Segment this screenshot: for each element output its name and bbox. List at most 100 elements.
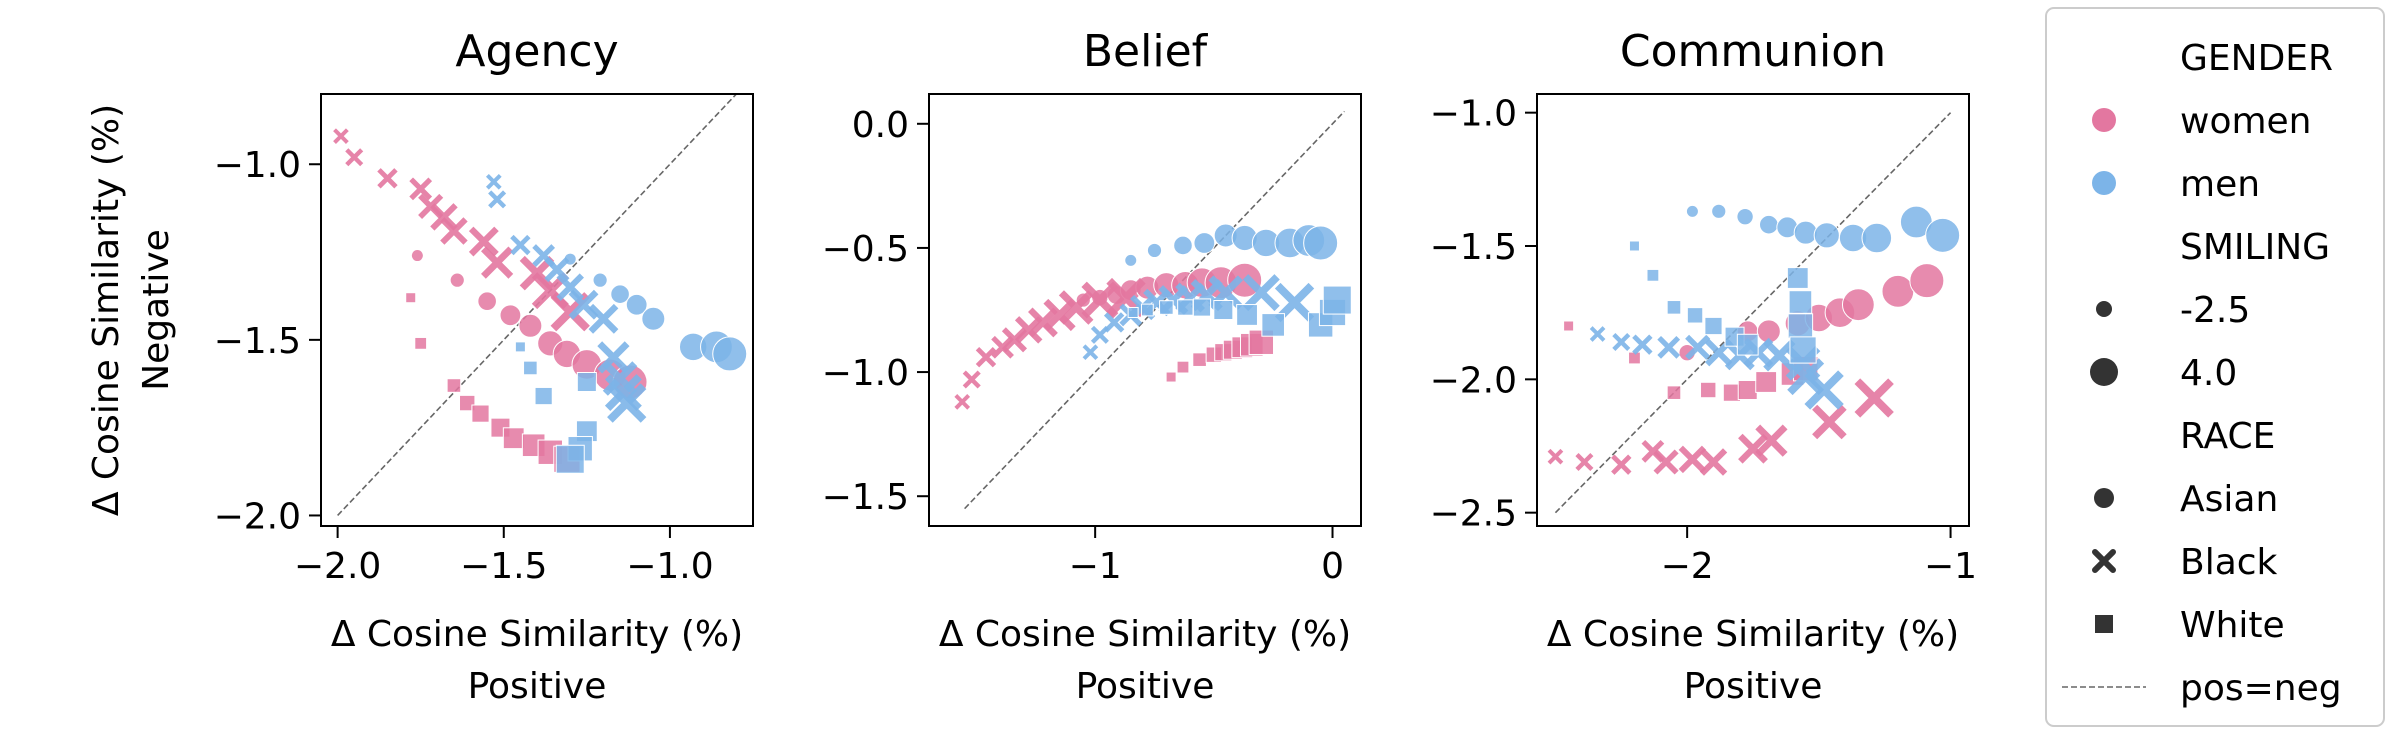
point-agency-men-asian-4 [641, 306, 666, 331]
point-agency-men-asian-7 [712, 336, 748, 372]
point-agency-men-black-4 [544, 257, 570, 283]
point-belief-women-black-5 [1014, 316, 1043, 344]
legend-asian-label: Asian [2180, 479, 2278, 520]
point-belief-men-white-6 [1236, 304, 1258, 326]
legend-women-label: women [2180, 101, 2312, 142]
point-agency-men-asian-3 [625, 293, 648, 316]
point-agency-women-asian-0 [410, 249, 424, 263]
point-communion-women-black-8 [1755, 424, 1788, 457]
point-communion-men-asian-0 [1685, 204, 1699, 218]
point-communion-men-black-11 [1804, 370, 1844, 410]
point-agency-men-black-2 [510, 234, 531, 256]
point-communion-men-black-8 [1763, 339, 1796, 372]
point-agency-men-black-11 [607, 383, 647, 423]
point-communion-women-black-9 [1812, 404, 1847, 440]
point-agency-women-white-2 [446, 378, 462, 393]
point-agency-women-white-6 [502, 427, 525, 450]
point-communion-women-black-6 [1699, 448, 1728, 476]
point-communion-men-white-4 [1704, 316, 1723, 336]
title-agency: Agency [455, 26, 618, 77]
point-agency-women-black-1 [345, 148, 364, 167]
legend-race-title: RACE [2180, 416, 2275, 457]
legend-men-marker [2092, 171, 2116, 195]
xtick-label-communion-0: −2 [1661, 546, 1714, 587]
point-communion-women-black-10 [1854, 378, 1894, 418]
xlabel-belief-line1: Δ Cosine Similarity (%) [939, 614, 1351, 655]
point-communion-men-asian-1 [1711, 203, 1727, 219]
panel-agency: −2.0 −1.5 −1.0 −2.0 −1.5 −1.0 Agency Δ Cosine… [86, 26, 754, 707]
point-communion-men-asian-3 [1759, 214, 1779, 235]
point-communion-men-black-3 [1657, 335, 1681, 359]
legend-gender-title: GENDER [2180, 38, 2333, 79]
point-communion-women-asian-8 [1909, 263, 1945, 299]
point-belief-women-white-2 [1192, 352, 1207, 367]
legend-asian-marker [2094, 488, 2114, 508]
point-agency-men-black-1 [488, 190, 507, 209]
point-belief-men-white-3 [1177, 299, 1194, 316]
title-belief: Belief [1083, 26, 1209, 77]
ytick-label-communion-0: −2.5 [1430, 494, 1517, 535]
axes-frame-communion [1536, 93, 1970, 527]
point-agency-women-black-6 [440, 217, 468, 245]
point-communion-women-black-5 [1678, 445, 1707, 474]
point-agency-men-asian-2 [610, 284, 630, 304]
ytick-label-communion-1: −2.0 [1430, 360, 1517, 401]
point-communion-men-asian-2 [1736, 207, 1754, 226]
point-communion-women-white-3 [1700, 381, 1717, 399]
point-belief-women-white-1 [1176, 360, 1190, 374]
point-communion-men-black-4 [1685, 334, 1711, 360]
point-belief-men-black-0 [1082, 344, 1099, 361]
legend-frame [2045, 7, 2385, 727]
point-belief-men-white-5 [1213, 300, 1234, 320]
point-communion-men-white-9 [1787, 313, 1814, 339]
xtick-label-belief-1: 0 [1321, 546, 1344, 587]
plot-area-agency [321, 94, 753, 526]
xtick-label-agency-0: −2.0 [294, 546, 381, 587]
point-communion-men-asian-5 [1793, 220, 1818, 245]
point-communion-men-black-0 [1589, 326, 1606, 342]
xlabel-belief-line2: Positive [1076, 666, 1215, 707]
legend-women-marker [2092, 108, 2116, 132]
point-communion-men-white-7 [1786, 267, 1809, 289]
legend-black-marker [2092, 549, 2116, 573]
point-agency-men-white-2 [534, 386, 553, 406]
point-communion-women-black-4 [1653, 449, 1679, 475]
panel-communion: −2 −1 −2.5 −2.0 −1.5 −1.0 Communion Δ Cosine … [1430, 26, 1978, 707]
point-communion-men-white-1 [1646, 268, 1660, 282]
xtick-label-agency-1: −1.5 [460, 546, 547, 587]
point-communion-women-black-1 [1575, 452, 1594, 472]
xlabel-agency-line2: Positive [468, 666, 607, 707]
ylabel-line2: Negative [136, 229, 177, 391]
xtick-label-belief-0: −1 [1069, 546, 1122, 587]
ytick-label-belief-2: −0.5 [822, 229, 909, 270]
point-communion-men-black-1 [1612, 332, 1631, 352]
point-communion-women-white-2 [1666, 385, 1682, 400]
point-belief-men-black-11 [1274, 282, 1315, 323]
point-agency-women-black-7 [468, 226, 499, 257]
diag-line-communion [1554, 112, 1952, 514]
point-belief-men-white-2 [1159, 300, 1174, 315]
axes-frame-belief [928, 93, 1362, 527]
point-belief-women-black-0 [954, 394, 971, 410]
point-communion-women-white-0 [1563, 320, 1575, 332]
point-communion-men-asian-8 [1861, 222, 1893, 254]
point-belief-men-asian-2 [1173, 235, 1193, 256]
xlabel-communion-line1: Δ Cosine Similarity (%) [1547, 614, 1959, 655]
legend: GENDER women men SMILING -2.5 4.0 RACE A… [2045, 7, 2385, 727]
point-communion-women-asian-7 [1881, 274, 1915, 308]
point-agency-women-white-4 [471, 404, 490, 423]
legend-smiling-low-marker [2096, 301, 2112, 317]
legend-smiling-high-marker [2090, 358, 2118, 386]
ytick-label-belief-3: 0.0 [852, 105, 909, 146]
point-agency-women-white-0 [405, 292, 417, 304]
point-agency-men-white-6 [555, 444, 585, 474]
point-belief-men-white-0 [1127, 306, 1139, 318]
xtick-label-agency-2: −1.0 [626, 546, 713, 587]
point-belief-men-white-10 [1322, 285, 1352, 315]
point-belief-women-black-2 [975, 346, 997, 368]
point-agency-women-white-3 [459, 394, 476, 412]
point-belief-women-black-1 [962, 370, 981, 389]
xtick-label-communion-1: −1 [1924, 546, 1977, 587]
point-agency-men-black-7 [588, 303, 619, 334]
point-agency-men-black-0 [485, 173, 502, 190]
